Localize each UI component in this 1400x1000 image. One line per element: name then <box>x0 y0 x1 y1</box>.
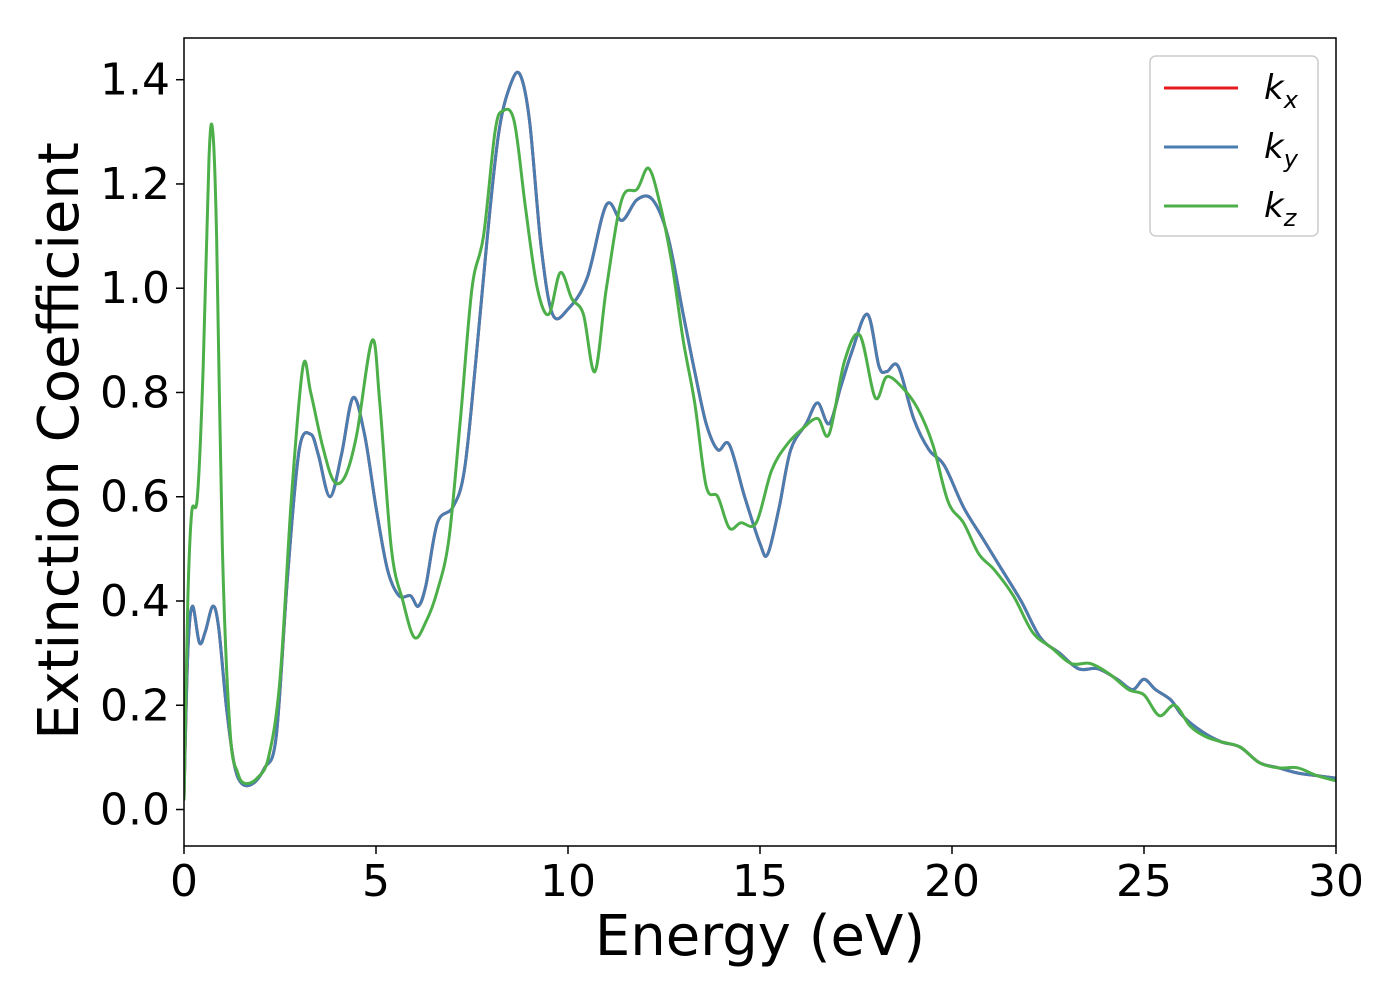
legend-label-k-y: ky <box>1264 127 1299 173</box>
x-tick-label: 20 <box>924 856 980 907</box>
series-line-k-y <box>184 70 1336 801</box>
x-tick-label: 0 <box>170 856 198 907</box>
y-tick-label: 0.6 <box>100 472 170 523</box>
x-tick-label: 10 <box>540 856 596 907</box>
y-tick-label: 1.0 <box>100 263 170 314</box>
y-tick-label: 1.2 <box>100 159 170 210</box>
x-tick-label: 5 <box>362 856 390 907</box>
legend-label-k-x: kx <box>1264 68 1299 114</box>
legend: kx ky kz <box>1149 55 1319 237</box>
legend-label-k-z: kz <box>1264 186 1298 232</box>
x-tick-label: 25 <box>1116 856 1172 907</box>
axes: 0 5 10 15 20 25 30 0.0 0.2 0.4 0.6 0.8 1.0 1.2 1.4 <box>100 37 1364 907</box>
x-tick-label: 15 <box>732 856 788 907</box>
plot-area <box>184 70 1336 801</box>
series-lines <box>184 70 1336 801</box>
y-tick-label: 0.8 <box>100 367 170 418</box>
y-axis-title: Extinction Coefficient <box>27 142 92 740</box>
y-tick-label: 1.4 <box>100 55 170 106</box>
series-line-k-z <box>184 107 1336 801</box>
y-tick-label: 0.4 <box>100 576 170 627</box>
y-tick-label: 0.2 <box>100 680 170 731</box>
y-tick-label: 0.0 <box>100 785 170 836</box>
x-axis-title: Energy (eV) <box>595 904 925 969</box>
x-tick-label: 30 <box>1308 856 1364 907</box>
